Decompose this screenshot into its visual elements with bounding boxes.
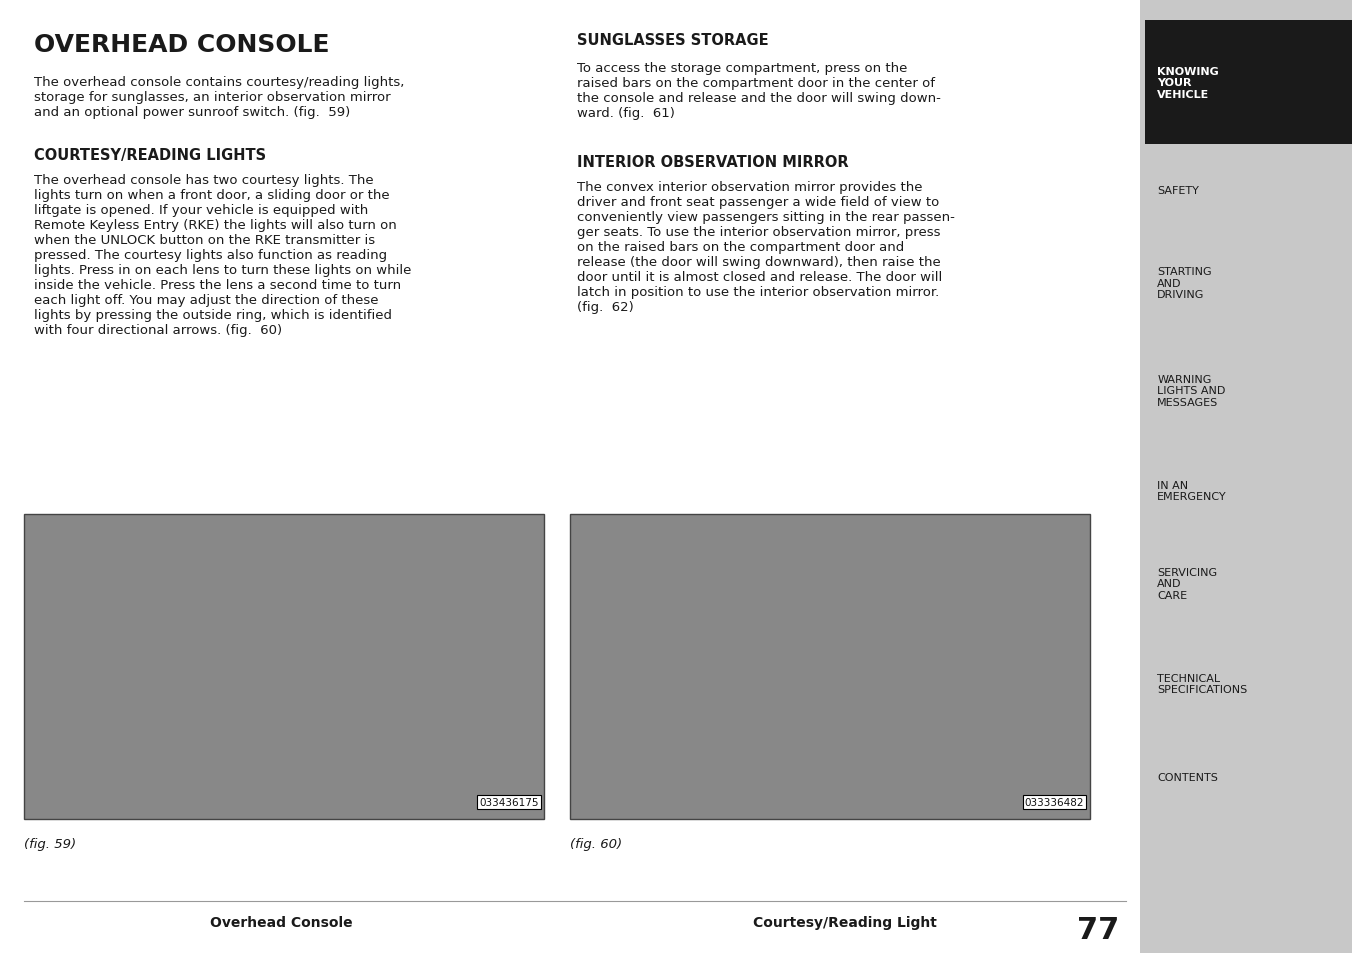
Text: 77: 77 xyxy=(1078,915,1119,943)
Text: KNOWING
YOUR
VEHICLE: KNOWING YOUR VEHICLE xyxy=(1157,67,1220,100)
Bar xyxy=(1145,450,1352,532)
Text: SAFETY: SAFETY xyxy=(1157,186,1199,195)
Text: WARNING
LIGHTS AND
MESSAGES: WARNING LIGHTS AND MESSAGES xyxy=(1157,375,1226,407)
Text: SERVICING
AND
CARE: SERVICING AND CARE xyxy=(1157,567,1217,600)
Text: (fig. 60): (fig. 60) xyxy=(569,837,622,850)
Text: TECHNICAL
SPECIFICATIONS: TECHNICAL SPECIFICATIONS xyxy=(1157,673,1248,695)
Bar xyxy=(1145,236,1352,332)
Bar xyxy=(1145,151,1352,232)
Text: To access the storage compartment, press on the
raised bars on the compartment d: To access the storage compartment, press… xyxy=(577,62,941,120)
Bar xyxy=(1145,736,1352,817)
Text: Overhead Console: Overhead Console xyxy=(211,915,353,929)
Text: OVERHEAD CONSOLE: OVERHEAD CONSOLE xyxy=(34,33,330,57)
Bar xyxy=(24,515,544,820)
Text: 033336482: 033336482 xyxy=(1025,798,1084,807)
Bar xyxy=(1145,536,1352,631)
Text: Courtesy/Reading Light: Courtesy/Reading Light xyxy=(753,915,937,929)
Text: The overhead console has two courtesy lights. The
lights turn on when a front do: The overhead console has two courtesy li… xyxy=(34,173,411,336)
Text: 033436175: 033436175 xyxy=(479,798,538,807)
Text: The overhead console contains courtesy/reading lights,
storage for sunglasses, a: The overhead console contains courtesy/r… xyxy=(34,76,404,119)
Text: IN AN
EMERGENCY: IN AN EMERGENCY xyxy=(1157,480,1226,501)
Bar xyxy=(1145,637,1352,732)
Text: INTERIOR OBSERVATION MIRROR: INTERIOR OBSERVATION MIRROR xyxy=(577,154,848,170)
Text: SUNGLASSES STORAGE: SUNGLASSES STORAGE xyxy=(577,33,768,49)
Bar xyxy=(1145,336,1352,446)
Text: (fig. 59): (fig. 59) xyxy=(24,837,77,850)
Text: STARTING
AND
DRIVING: STARTING AND DRIVING xyxy=(1157,267,1211,300)
Text: CONTENTS: CONTENTS xyxy=(1157,772,1218,781)
Text: COURTESY/READING LIGHTS: COURTESY/READING LIGHTS xyxy=(34,148,266,163)
Bar xyxy=(569,515,1090,820)
Text: The convex interior observation mirror provides the
driver and front seat passen: The convex interior observation mirror p… xyxy=(577,181,955,314)
Bar xyxy=(1140,0,1352,953)
Bar xyxy=(1145,22,1352,146)
